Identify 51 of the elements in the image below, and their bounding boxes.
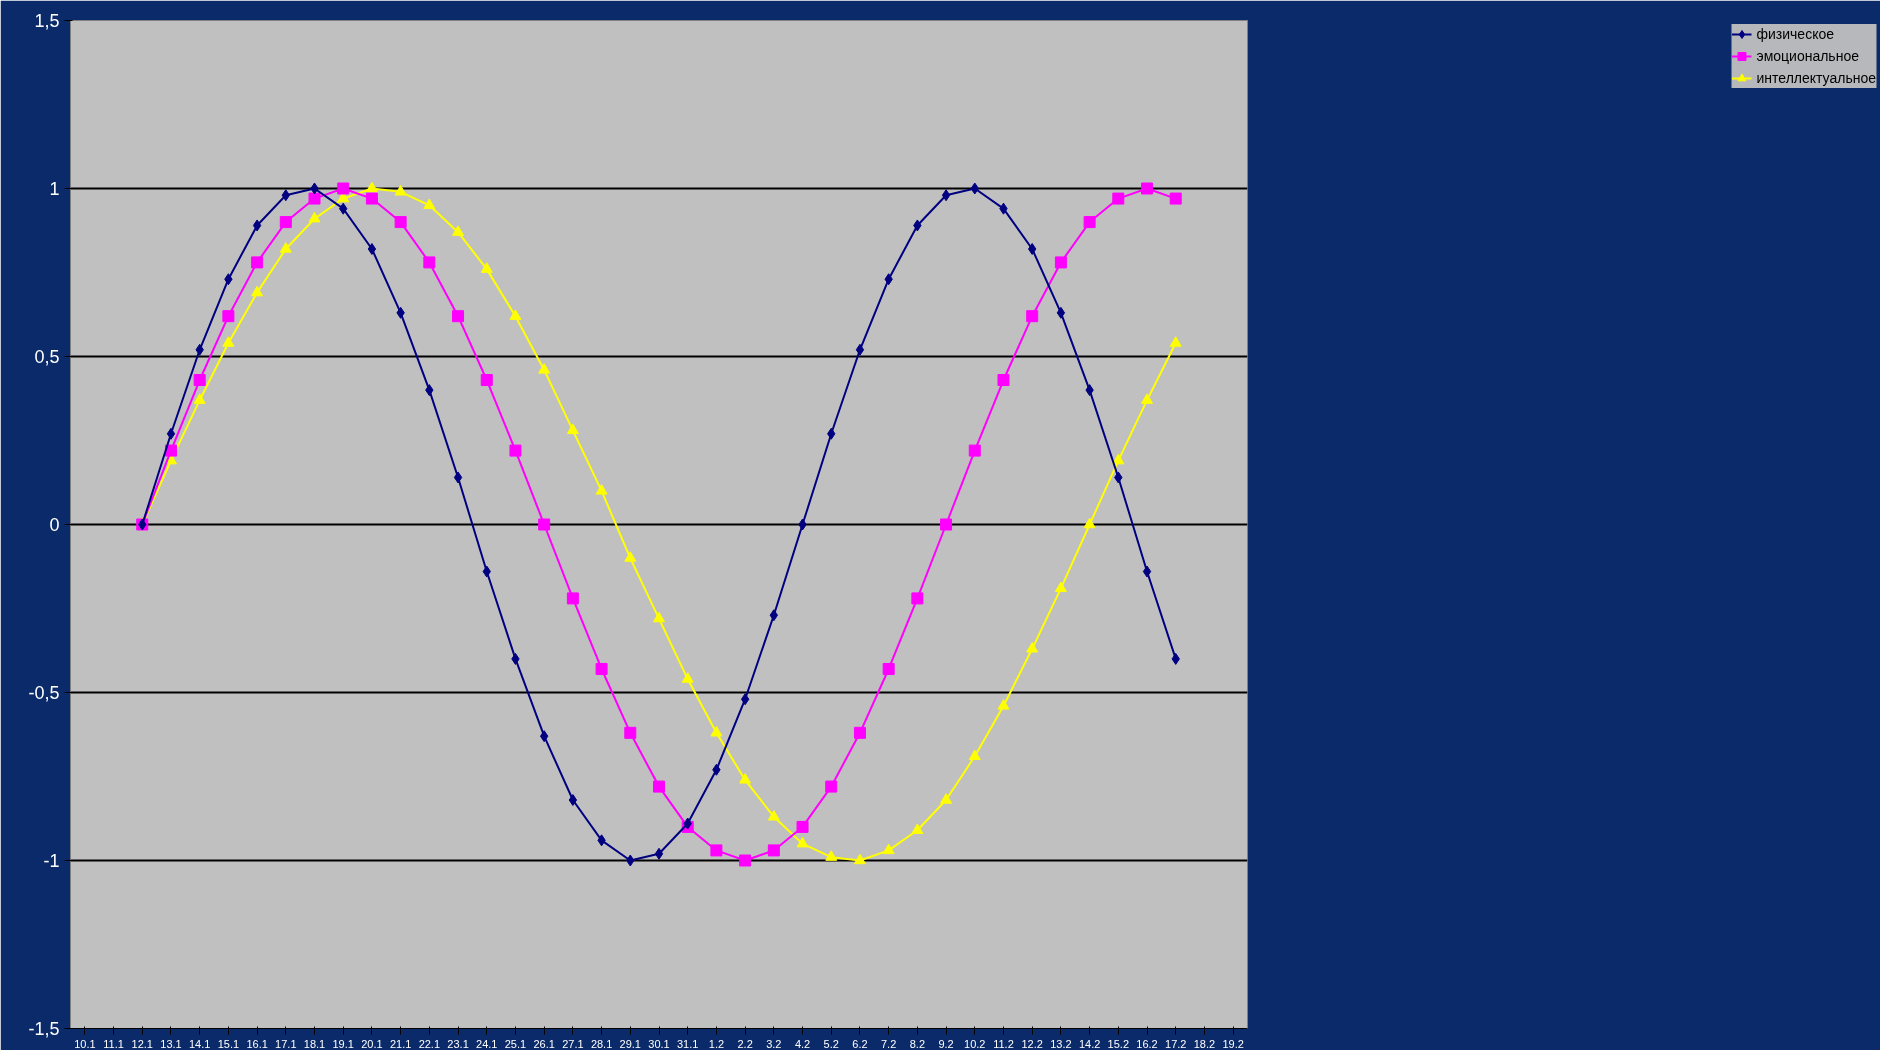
x-tick-label: 23.1 [447,1037,469,1050]
y-tick-label: 0,5 [34,347,60,367]
x-tick-label: 31.1 [677,1037,699,1050]
x-tick-label: 19.1 [332,1037,354,1050]
x-tick-label: 19.2 [1222,1037,1244,1050]
x-tick-label: 3.2 [766,1037,782,1050]
x-tick-label: 17.1 [275,1037,297,1050]
x-tick-label: 21.1 [389,1037,412,1050]
x-tick-label: 4.2 [794,1037,811,1050]
x-tick-label: 11.2 [993,1037,1014,1050]
x-tick-label: 12.1 [131,1037,153,1050]
x-tick-label: 17.2 [1165,1037,1187,1050]
y-tick-label: -1,5 [28,1019,60,1039]
x-tick-label: 28.1 [590,1037,613,1050]
x-tick-label: 30.1 [648,1037,670,1050]
x-tick-label: 14.1 [188,1037,211,1050]
legend-label: эмоциональное [1756,48,1859,64]
y-tick-label: 0 [49,515,60,535]
x-tick-label: 22.1 [418,1037,441,1050]
x-tick-label: 14.2 [1078,1037,1101,1050]
x-tick-label: 25.1 [504,1037,527,1050]
x-tick-label: 15.2 [1107,1037,1130,1050]
x-tick-label: 9.2 [938,1037,954,1050]
x-tick-label: 16.2 [1136,1037,1158,1050]
x-tick-label: 13.2 [1050,1037,1072,1050]
x-tick-label: 10.1 [74,1037,96,1050]
x-tick-label: 15.1 [217,1037,240,1050]
x-tick-label: 20.1 [361,1037,383,1050]
y-tick-label: -1 [43,851,60,871]
x-tick-label: 29.1 [619,1037,642,1050]
y-tick-label: 1 [49,179,60,199]
x-tick-label: 2.2 [737,1037,753,1050]
x-tick-label: 16.1 [246,1037,268,1050]
x-tick-label: 26.1 [533,1037,555,1050]
x-tick-label: 7.2 [881,1037,897,1050]
x-tick-label: 5.2 [823,1037,839,1050]
x-tick-label: 11.1 [103,1037,124,1050]
x-tick-label: 18.1 [303,1037,326,1050]
x-tick-label: 10.2 [964,1037,986,1050]
x-tick-label: 1.2 [708,1037,725,1050]
legend-label: интеллектуальное [1756,70,1876,86]
y-tick-label: 1,5 [34,11,60,31]
x-tick-label: 12.2 [1021,1037,1043,1050]
x-tick-label: 18.2 [1193,1037,1216,1050]
x-tick-label: 27.1 [562,1037,584,1050]
y-tick-label: -0,5 [28,683,60,703]
x-tick-label: 8.2 [909,1037,926,1050]
legend-label: физическое [1756,26,1835,42]
x-tick-label: 6.2 [852,1037,868,1050]
x-tick-label: 24.1 [476,1037,498,1050]
x-tick-label: 13.1 [160,1037,182,1050]
